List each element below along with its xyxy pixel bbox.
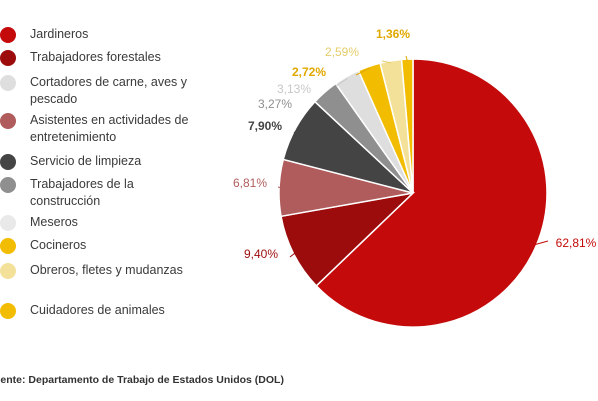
legend-swatch [0, 238, 16, 254]
leader-line [381, 60, 392, 64]
leader-line [289, 252, 296, 258]
pie-slice [315, 58, 548, 328]
legend-item: Asistentes en actividades de entretenimi… [0, 112, 202, 146]
legend-swatch [0, 303, 16, 319]
legend-label: Trabajadores forestales [30, 50, 161, 64]
legend-label: Meseros [30, 215, 78, 229]
slice-value-label: 7,90% [248, 119, 282, 133]
legend-label: Obreros, fletes y mudanzas [30, 263, 183, 277]
slice-value-label: 3,13% [277, 82, 311, 96]
legend-swatch [0, 75, 16, 91]
legend-swatch [0, 263, 16, 279]
legend-item: Trabajadores de la construcción [0, 176, 202, 210]
slice-value-label: 9,40% [244, 247, 278, 261]
legend-swatch [0, 154, 16, 170]
leader-line [277, 186, 282, 189]
legend-item: Trabajadores forestales [0, 49, 202, 66]
legend-item: Cocineros [0, 237, 202, 254]
leader-line [355, 67, 370, 76]
leader-line [405, 55, 408, 62]
legend-label: Cocineros [30, 238, 87, 252]
legend-swatch [0, 50, 16, 66]
slice-value-label: 3,27% [258, 97, 292, 111]
legend-label: Cuidadores de animales [30, 303, 165, 317]
slice-value-label: 6,81% [233, 176, 267, 190]
legend-item: Jardineros [0, 26, 202, 43]
slice-value-label: 62,81% [556, 236, 597, 250]
legend-label: Jardineros [30, 27, 89, 41]
slice-value-label: 1,36% [376, 27, 410, 41]
legend-label: Servicio de limpieza [30, 154, 142, 168]
source-note: uente: Departamento de Trabajo de Estado… [0, 374, 284, 386]
leader-line [534, 240, 549, 246]
legend-swatch [0, 215, 16, 231]
legend-item: Meseros [0, 214, 202, 231]
legend-label: Trabajadores de la construcción [30, 177, 134, 208]
slice-value-label: 2,59% [325, 45, 359, 59]
legend-swatch [0, 177, 16, 193]
legend-label: Asistentes en actividades de entretenimi… [30, 113, 189, 144]
leader-line [293, 129, 298, 134]
leader-line [335, 77, 348, 87]
legend-item: Servicio de limpieza [0, 153, 202, 170]
legend-swatch [0, 113, 16, 129]
legend-item: Cuidadores de animales [0, 302, 202, 319]
legend-item: Obreros, fletes y mudanzas [0, 262, 202, 279]
slice-value-label: 2,72% [292, 65, 326, 79]
legend-label: Cortadores de carne, aves y pescado [30, 75, 188, 106]
legend-item: Cortadores de carne, aves y pescado [0, 74, 202, 108]
legend-swatch [0, 27, 16, 43]
leader-line [317, 93, 327, 102]
